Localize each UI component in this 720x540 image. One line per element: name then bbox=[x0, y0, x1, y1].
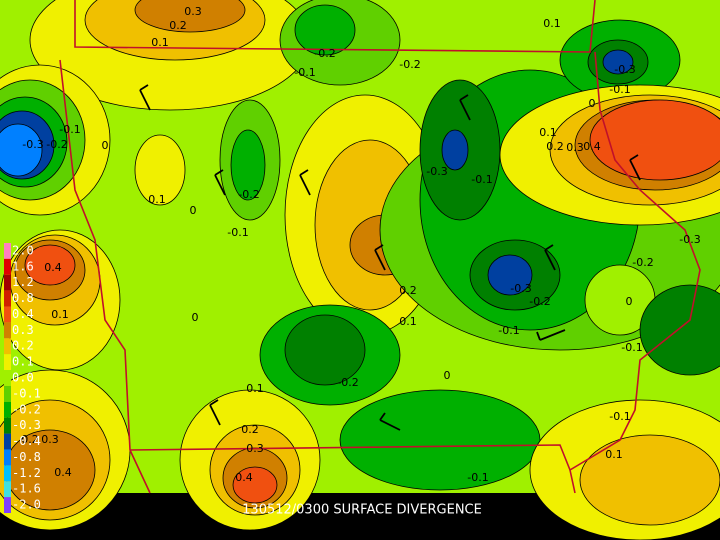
contour-label: 0.1 bbox=[539, 126, 557, 139]
legend-swatch bbox=[4, 290, 11, 307]
contour-label: -0.2 bbox=[314, 47, 335, 60]
legend-label: 0.1 bbox=[12, 355, 34, 369]
state-borders bbox=[59, 0, 701, 494]
contour-labels: 0.30.20.1-0.2-0.1-0.20.1-0.3-0.100.10.2 0… bbox=[21, 5, 700, 484]
legend-label: 0.3 bbox=[12, 323, 34, 337]
contour-label: -0.3 bbox=[22, 138, 43, 151]
contour-label: 0.1 bbox=[399, 315, 417, 328]
legend-swatch bbox=[4, 306, 11, 323]
contour-label: 0.1 bbox=[246, 382, 264, 395]
contour-label: 0.2 bbox=[399, 284, 417, 297]
color-legend: 2.0 1.6 1.2 0.8 0.4 0.3 0.2 0.1 0.0-0.1 -0.2 -0.3 -… bbox=[4, 243, 41, 513]
legend-label: 2.0 bbox=[12, 243, 34, 257]
contour-label: 0 bbox=[589, 97, 596, 110]
contour-label: 0.4 bbox=[54, 466, 72, 479]
contour-label: 0.2 bbox=[21, 433, 39, 446]
legend-label: -0.1 bbox=[12, 386, 41, 400]
contour-label: 0.4 bbox=[235, 471, 253, 484]
contour-label: -0.1 bbox=[609, 410, 630, 423]
contour-label: -0.1 bbox=[621, 341, 642, 354]
legend-label: -0.2 bbox=[12, 402, 41, 416]
legend-label: 1.2 bbox=[12, 275, 34, 289]
contour-label: 0 bbox=[190, 204, 197, 217]
legend-swatch bbox=[4, 385, 11, 402]
legend-label: 0.0 bbox=[12, 371, 34, 385]
contour-label: 0.1 bbox=[543, 17, 561, 30]
legend-label: -1.6 bbox=[12, 482, 41, 496]
legend-swatch bbox=[4, 497, 11, 513]
contour-label: -0.2 bbox=[46, 138, 67, 151]
contour-label: 0.4 bbox=[583, 140, 601, 153]
contour-label: -0.2 bbox=[337, 376, 358, 389]
legend-swatch bbox=[4, 338, 11, 355]
contour-label: -0.3 bbox=[614, 63, 635, 76]
contour-label: 0.2 bbox=[241, 423, 259, 436]
legend-swatch bbox=[4, 322, 11, 339]
legend-swatch bbox=[4, 433, 11, 450]
legend-label: 0.2 bbox=[12, 339, 34, 353]
legend-label: 0.4 bbox=[12, 307, 34, 321]
legend-swatch bbox=[4, 449, 11, 466]
contour-label: -0.2 bbox=[529, 295, 550, 308]
contour-label: 0 bbox=[444, 369, 451, 382]
wind-barbs bbox=[139, 84, 641, 431]
contour-label: 0.3 bbox=[184, 5, 202, 18]
contour-label: -0.1 bbox=[227, 226, 248, 239]
legend-label: -0.8 bbox=[12, 450, 41, 464]
contour-label: -0.2 bbox=[238, 188, 259, 201]
legend-swatch bbox=[4, 465, 11, 482]
contour-label: 0.3 bbox=[41, 433, 59, 446]
contour-label: -0.1 bbox=[59, 123, 80, 136]
contour-label: -0.1 bbox=[467, 471, 488, 484]
contour-label: -0.1 bbox=[609, 83, 630, 96]
contour-label: 0 bbox=[102, 139, 109, 152]
contour-label: 0.4 bbox=[44, 261, 62, 274]
legend-label: -0.3 bbox=[12, 418, 41, 432]
contour-label: -0.3 bbox=[426, 165, 447, 178]
contour-label: -0.1 bbox=[471, 173, 492, 186]
legend-swatch bbox=[4, 417, 11, 434]
legend-label: -0.4 bbox=[12, 434, 41, 448]
legend-label: -1.2 bbox=[12, 466, 41, 480]
legend-swatch bbox=[4, 370, 11, 386]
contour-label: 0.1 bbox=[51, 308, 69, 321]
map-title: 130512/0300 SURFACE DIVERGENCE bbox=[242, 503, 482, 518]
contour-label: -0.3 bbox=[679, 233, 700, 246]
contour-label: -0.1 bbox=[294, 66, 315, 79]
contour-label: -0.2 bbox=[632, 256, 653, 269]
contour-label: 0.3 bbox=[246, 442, 264, 455]
contour-label: -0.3 bbox=[510, 282, 531, 295]
contour-label: 0.1 bbox=[148, 193, 166, 206]
legend-swatch bbox=[4, 401, 11, 418]
legend-swatch bbox=[4, 481, 11, 498]
contour-label: 0.1 bbox=[605, 448, 623, 461]
legend-swatch bbox=[4, 243, 11, 259]
legend-label: 1.6 bbox=[12, 259, 34, 273]
contour-label: 0.1 bbox=[151, 36, 169, 49]
contour-label: 0.2 bbox=[169, 19, 187, 32]
contour-label: -0.2 bbox=[399, 58, 420, 71]
legend-label: 0.8 bbox=[12, 291, 34, 305]
legend-swatch bbox=[4, 354, 11, 371]
contour-label: -0.1 bbox=[498, 324, 519, 337]
contour-label: 0.3 bbox=[566, 141, 584, 154]
contour-label: 0 bbox=[626, 295, 633, 308]
legend-swatch bbox=[4, 274, 11, 291]
legend-label: -2.0 bbox=[12, 498, 41, 512]
contour-label: 0.2 bbox=[546, 140, 564, 153]
legend-swatch bbox=[4, 258, 11, 275]
contour-label: 0 bbox=[192, 311, 199, 324]
